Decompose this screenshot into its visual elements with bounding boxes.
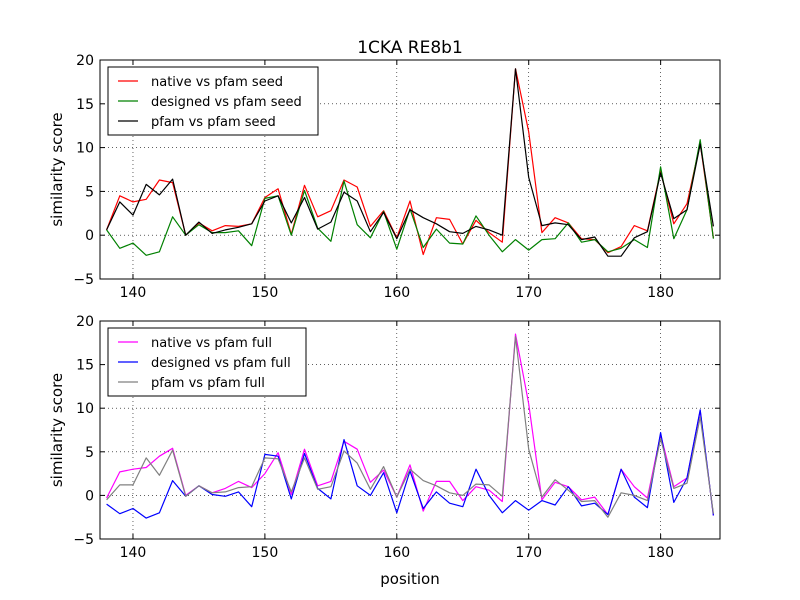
y-tick-label: −5	[73, 532, 94, 548]
figure-title: 1CKA RE8b1	[357, 38, 463, 58]
y-tick-label: 5	[85, 445, 94, 461]
legend-label: native vs pfam full	[151, 336, 272, 351]
series-line-1	[106, 139, 714, 256]
legend-label: native vs pfam seed	[151, 75, 283, 90]
bottom-chart-panel: 140 150 160 170 180 −5 0 5 10 15 20 similarity scor…	[48, 314, 721, 561]
y-axis-label: similarity score	[48, 112, 66, 226]
x-axis-label: position	[380, 570, 439, 588]
series-line-2	[106, 336, 714, 518]
legend-label: designed vs pfam full	[151, 356, 291, 371]
x-tick-label: 170	[515, 285, 542, 301]
y-tick-label: 5	[85, 184, 94, 200]
y-tick-label: 20	[76, 53, 94, 69]
series-line-2	[106, 68, 714, 257]
top-chart-panel: 140 150 160 170 180 −5 0 5 10 15 20 similarity scor…	[48, 53, 721, 301]
y-tick-label: 15	[76, 97, 94, 113]
legend-box	[107, 327, 307, 397]
y-tick-label: 10	[76, 401, 94, 417]
legend-label: pfam vs pfam full	[151, 376, 265, 391]
legend: native vs pfam seed designed vs pfam seed…	[107, 66, 319, 136]
y-tick-label: 0	[85, 488, 94, 504]
y-tick-label: 10	[76, 141, 94, 157]
plot-frame	[99, 59, 721, 280]
legend-label: pfam vs pfam seed	[151, 115, 276, 130]
y-axis-label: similarity score	[48, 373, 66, 487]
plot-frame	[99, 320, 721, 540]
x-tick-label: 150	[252, 285, 279, 301]
x-tick-label: 140	[120, 545, 147, 561]
x-tick-label: 160	[383, 285, 410, 301]
x-tick-label: 180	[647, 285, 674, 301]
y-tick-label: −5	[73, 272, 94, 288]
legend: native vs pfam full designed vs pfam full…	[107, 327, 307, 397]
x-tick-label: 180	[647, 545, 674, 561]
x-tick-label: 150	[252, 545, 279, 561]
legend-label: designed vs pfam seed	[151, 95, 302, 110]
series-line-1	[106, 409, 714, 519]
x-tick-label: 160	[383, 545, 410, 561]
x-tick-label: 140	[120, 285, 147, 301]
legend-box	[107, 66, 319, 136]
y-tick-label: 0	[85, 228, 94, 244]
x-tick-label: 170	[515, 545, 542, 561]
y-tick-label: 20	[76, 314, 94, 330]
y-tick-label: 15	[76, 358, 94, 374]
